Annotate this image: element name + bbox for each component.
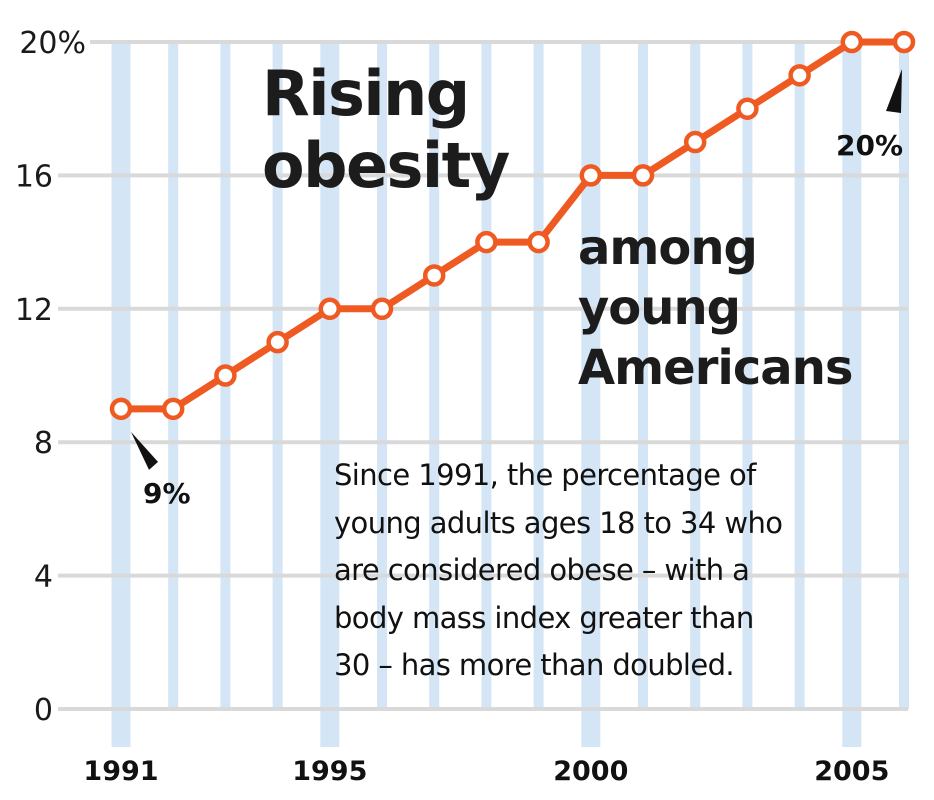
year-band-major xyxy=(111,42,131,747)
data-point xyxy=(736,97,759,120)
data-point xyxy=(631,164,655,187)
y-tick-label: 20% xyxy=(19,26,86,61)
y-axis-tick-labels: 0 4 8 12 16 20% xyxy=(15,26,86,728)
year-band xyxy=(899,42,909,709)
chart-description: Since 1991, the percentage of young adult… xyxy=(334,452,904,690)
year-band xyxy=(742,42,753,709)
data-point xyxy=(370,297,394,321)
y-tick-label: 12 xyxy=(15,293,53,328)
y-tick-label: 16 xyxy=(15,159,53,194)
data-point xyxy=(527,230,550,254)
y-tick-label: 0 xyxy=(34,693,53,728)
x-tick-label: 1995 xyxy=(292,756,367,787)
data-point xyxy=(422,264,446,287)
data-series xyxy=(109,30,916,421)
data-point xyxy=(892,30,916,54)
data-point xyxy=(318,297,342,321)
description-line: Since 1991, the percentage of xyxy=(334,458,756,492)
year-band-major xyxy=(842,42,862,747)
x-axis-tick-labels: 1991 1995 2000 2005 xyxy=(83,756,889,787)
chart-title: Rising obesity xyxy=(262,57,510,202)
year-band xyxy=(272,42,283,709)
description-line: body mass index greater than xyxy=(334,600,754,635)
year-band xyxy=(638,42,648,709)
data-point xyxy=(475,230,498,254)
data-point xyxy=(840,30,864,54)
year-band-major xyxy=(320,42,340,747)
data-point xyxy=(683,130,707,154)
chart-subtitle: among young Americans xyxy=(578,218,853,398)
annotations: 9% 20% xyxy=(131,69,903,510)
x-tick-label: 2000 xyxy=(553,756,628,787)
year-band-major xyxy=(581,42,601,747)
x-tick-label: 1991 xyxy=(83,756,158,787)
year-band xyxy=(168,42,179,709)
data-point xyxy=(161,397,185,421)
description-line: are considered obese – with a xyxy=(334,553,750,587)
data-point xyxy=(579,164,603,187)
chart-title-line-1: Rising xyxy=(262,57,470,130)
year-band xyxy=(690,42,701,709)
y-tick-label: 4 xyxy=(34,560,53,595)
chart-subtitle-line-2: young xyxy=(578,280,741,336)
data-point xyxy=(109,397,133,421)
annotation-pointer xyxy=(886,69,902,113)
year-band xyxy=(794,42,805,709)
data-point xyxy=(214,364,237,387)
chart-subtitle-line-3: Americans xyxy=(578,340,853,396)
x-tick-label: 2005 xyxy=(814,756,889,787)
year-band xyxy=(533,42,544,709)
year-band xyxy=(481,42,492,709)
annotation-label-end: 20% xyxy=(836,129,903,162)
annotation-label-start: 9% xyxy=(143,477,191,510)
chart-title-line-2: obesity xyxy=(262,129,510,202)
annotation-pointer xyxy=(131,431,158,470)
year-band xyxy=(377,42,387,709)
year-band xyxy=(429,42,440,709)
data-point xyxy=(788,64,811,87)
y-tick-label: 8 xyxy=(34,426,53,461)
horizontal-gridlines xyxy=(58,40,908,711)
description-line: young adults ages 18 to 34 who xyxy=(334,505,783,540)
data-point xyxy=(266,330,289,354)
description-line: 30 – has more than doubled. xyxy=(334,648,735,682)
series-line xyxy=(121,38,904,413)
chart-subtitle-line-1: among xyxy=(578,220,758,276)
